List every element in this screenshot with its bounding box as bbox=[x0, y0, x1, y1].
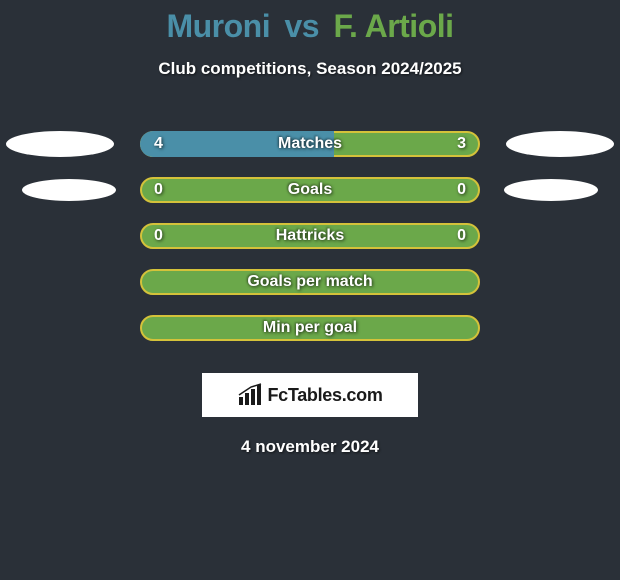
date-text: 4 november 2024 bbox=[0, 437, 620, 457]
stat-pill: Goals per match bbox=[140, 269, 480, 295]
stat-row: 00Goals bbox=[0, 167, 620, 213]
stat-row: Min per goal bbox=[0, 305, 620, 351]
player2-name: F. Artioli bbox=[333, 8, 453, 44]
stat-row: Goals per match bbox=[0, 259, 620, 305]
chart-icon bbox=[237, 383, 263, 407]
stat-pill: 00Hattricks bbox=[140, 223, 480, 249]
stat-rows: 43Matches 00Goals 00Hattricks Goals per mat… bbox=[0, 121, 620, 351]
stat-label: Hattricks bbox=[140, 223, 480, 249]
stat-row: 00Hattricks bbox=[0, 213, 620, 259]
stat-label: Min per goal bbox=[140, 315, 480, 341]
stat-label: Goals per match bbox=[140, 269, 480, 295]
stat-pill: Min per goal bbox=[140, 315, 480, 341]
player2-ellipse bbox=[504, 179, 598, 201]
branding-badge: FcTables.com bbox=[202, 373, 418, 417]
player2-ellipse bbox=[506, 131, 614, 157]
stat-row: 43Matches bbox=[0, 121, 620, 167]
stat-label: Matches bbox=[140, 131, 480, 157]
subtitle: Club competitions, Season 2024/2025 bbox=[0, 59, 620, 79]
player1-ellipse bbox=[6, 131, 114, 157]
comparison-title: Muroni vs F. Artioli bbox=[0, 0, 620, 45]
branding-text: FcTables.com bbox=[267, 385, 382, 406]
vs-text: vs bbox=[285, 8, 320, 44]
player1-name: Muroni bbox=[166, 8, 270, 44]
player1-ellipse bbox=[22, 179, 116, 201]
stat-pill: 00Goals bbox=[140, 177, 480, 203]
stat-label: Goals bbox=[140, 177, 480, 203]
stat-pill: 43Matches bbox=[140, 131, 480, 157]
